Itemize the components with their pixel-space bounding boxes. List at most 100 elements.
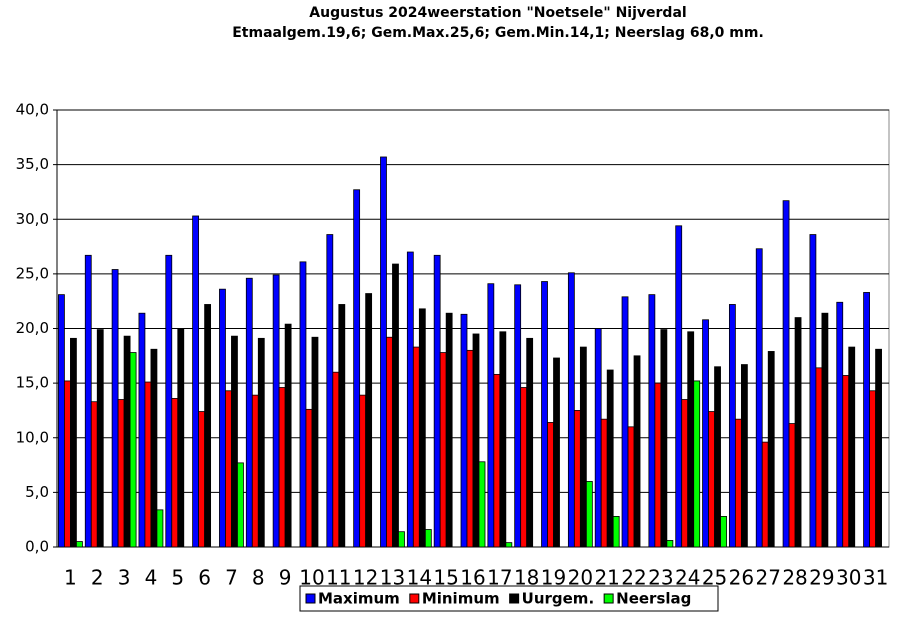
bar [654, 382, 662, 548]
x-tick-label: 1 [64, 566, 77, 590]
y-tick-label: 40,0 [16, 101, 49, 119]
bar [392, 263, 399, 548]
bar [156, 509, 164, 548]
bar [76, 541, 83, 548]
bar [231, 335, 238, 548]
chart-subtitle: Etmaalgem.19,6; Gem.Max.25,6; Gem.Min.14… [232, 25, 764, 41]
bar [547, 422, 554, 548]
legend-label: Uurgem. [522, 590, 595, 608]
bar [412, 346, 420, 548]
legend-label: Maximum [318, 590, 400, 608]
bar [365, 293, 373, 548]
bar [278, 387, 286, 548]
bar [660, 329, 668, 548]
x-tick-label: 4 [145, 566, 158, 590]
x-tick-label: 31 [863, 566, 888, 590]
legend-label: Minimum [422, 590, 500, 608]
bar [579, 346, 587, 548]
bar [84, 254, 92, 548]
bar [398, 531, 405, 548]
bar [809, 234, 817, 548]
bar [594, 328, 602, 548]
bar [740, 364, 748, 548]
bar [687, 331, 695, 548]
bar [567, 272, 575, 548]
bar [326, 234, 334, 548]
y-tick-label: 30,0 [16, 210, 49, 228]
x-tick-label: 27 [755, 566, 780, 590]
bar [445, 312, 453, 548]
bar [64, 380, 71, 548]
bar [842, 375, 850, 548]
bar [734, 418, 742, 548]
x-tick-label: 9 [279, 566, 292, 590]
y-tick-label: 35,0 [16, 155, 49, 173]
x-tick-label: 29 [809, 566, 834, 590]
bar [526, 337, 534, 548]
bar [815, 367, 823, 548]
bar [585, 481, 593, 548]
bar [138, 312, 146, 548]
bar [198, 411, 206, 548]
bar [460, 313, 468, 548]
bar [466, 349, 474, 548]
bar [257, 337, 265, 548]
bar [755, 248, 763, 548]
x-tick-label: 28 [782, 566, 807, 590]
bar [875, 348, 882, 548]
bar [439, 352, 447, 548]
x-tick-label: 7 [225, 566, 238, 590]
bar [58, 294, 65, 548]
bar [177, 328, 185, 548]
bar [821, 312, 829, 548]
bar [204, 304, 212, 548]
bar [406, 251, 414, 548]
bar [359, 394, 367, 548]
legend-swatch [409, 593, 420, 604]
bar [311, 336, 319, 548]
bar [720, 516, 727, 548]
bar [219, 288, 226, 548]
y-tick-label: 15,0 [16, 374, 49, 392]
chart-title: Augustus 2024weerstation "Noetsele" Nijv… [309, 5, 686, 21]
bar [70, 337, 77, 548]
legend-label: Neerslag [616, 590, 691, 608]
bar [794, 317, 802, 548]
bar [129, 352, 137, 548]
x-tick-label: 30 [836, 566, 861, 590]
bar [386, 336, 393, 548]
bar [478, 461, 486, 548]
bar [299, 261, 307, 548]
bar [353, 189, 361, 548]
x-tick-label: 3 [118, 566, 131, 590]
bar [606, 369, 614, 548]
legend: Maximum Minimum Uurgem. Neerslag [299, 585, 719, 612]
bar [863, 292, 870, 548]
bar [305, 408, 313, 548]
x-tick-label: 5 [171, 566, 184, 590]
x-tick-label: 6 [198, 566, 211, 590]
bar [433, 254, 441, 548]
bar [693, 380, 701, 548]
bar [708, 411, 715, 548]
bar [648, 294, 656, 548]
bar [245, 277, 253, 548]
bar [272, 274, 280, 548]
bar [633, 355, 641, 548]
x-tick-label: 26 [729, 566, 754, 590]
bar [681, 399, 689, 548]
bar [714, 366, 721, 548]
bar [332, 371, 340, 548]
legend-box [299, 585, 719, 612]
bar [505, 542, 513, 548]
legend-swatch [603, 593, 614, 604]
y-tick-label: 5,0 [25, 483, 49, 501]
bar [761, 441, 769, 548]
y-tick-label: 0,0 [25, 538, 49, 556]
bar [117, 399, 125, 548]
bar [702, 319, 709, 548]
legend-swatch [509, 593, 520, 604]
bar [123, 335, 131, 548]
